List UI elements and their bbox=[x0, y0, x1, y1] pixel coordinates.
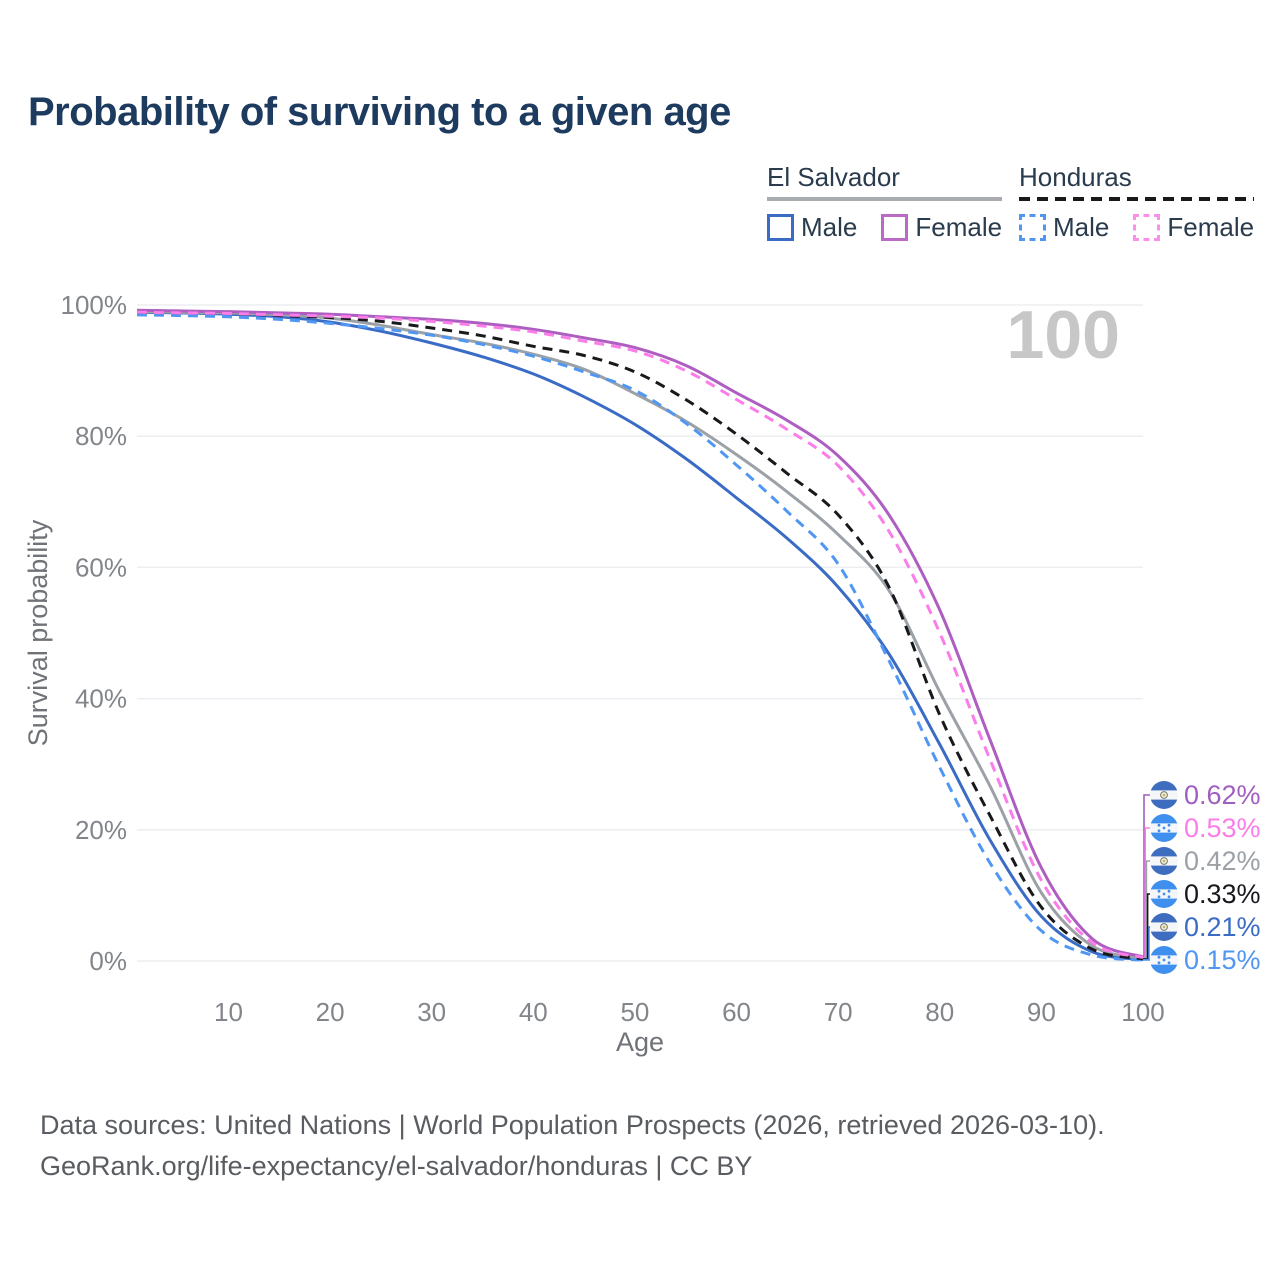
series-line-el-salvador-female[interactable] bbox=[136, 308, 1144, 959]
y-tick-label: 60% bbox=[75, 552, 127, 582]
end-value-label-honduras-female: 0.53% bbox=[1184, 813, 1261, 843]
end-value-label-el-salvador-female: 0.62% bbox=[1184, 780, 1261, 810]
legend-items-honduras: Male Female bbox=[1019, 212, 1254, 243]
x-tick-label: 50 bbox=[620, 997, 649, 1027]
series-line-el-salvador-male[interactable] bbox=[136, 310, 1144, 962]
x-tick-label: 10 bbox=[214, 997, 243, 1027]
flag-el-salvador-icon bbox=[1150, 847, 1178, 875]
legend-header-label: El Salvador bbox=[767, 162, 900, 192]
flag-honduras-icon bbox=[1150, 946, 1178, 974]
y-tick-label: 40% bbox=[75, 684, 127, 714]
hovered-age-watermark: 100 bbox=[1007, 297, 1120, 373]
legend-item-honduras-female[interactable]: Female bbox=[1133, 212, 1254, 243]
series-line-honduras-total[interactable] bbox=[136, 310, 1144, 961]
y-axis-title: Survival probability bbox=[23, 519, 53, 746]
x-tick-label: 40 bbox=[519, 997, 548, 1027]
footer-link-line[interactable]: GeoRank.org/life-expectancy/el-salvador/… bbox=[40, 1151, 753, 1181]
survival-probability-chart: 0% 20% 40% 60% 80% 100% 100 10 20 30 40 50 60 70 80 90 1… bbox=[23, 290, 1261, 1057]
legend-group-honduras: Honduras Male Female bbox=[1019, 162, 1255, 243]
x-tick-label: 30 bbox=[417, 997, 446, 1027]
legend-item-el-salvador-female[interactable]: Female bbox=[881, 212, 1002, 243]
swatch-honduras-male-icon bbox=[1019, 214, 1046, 241]
legend-line-sample-honduras bbox=[1019, 197, 1255, 201]
x-tick-label: 70 bbox=[824, 997, 853, 1027]
flag-honduras-icon bbox=[1150, 814, 1178, 842]
legend-item-honduras-male[interactable]: Male bbox=[1019, 212, 1109, 243]
legend-item-label: Female bbox=[1167, 212, 1255, 242]
legend-item-el-salvador-male[interactable]: Male bbox=[767, 212, 857, 243]
flag-el-salvador-icon bbox=[1150, 781, 1178, 809]
flag-el-salvador-icon bbox=[1150, 913, 1178, 941]
y-tick-label: 20% bbox=[75, 815, 127, 845]
end-value-label-el-salvador-male: 0.21% bbox=[1184, 912, 1261, 942]
legend-item-label: Male bbox=[801, 212, 858, 242]
y-tick-label: 100% bbox=[61, 290, 128, 320]
end-value-label-el-salvador-total: 0.42% bbox=[1184, 846, 1261, 876]
end-value-label-honduras-male: 0.15% bbox=[1184, 945, 1261, 975]
data-sources: Data sources: United Nations | World Pop… bbox=[40, 1105, 1105, 1187]
legend-item-label: Female bbox=[915, 212, 1003, 242]
end-value-label-honduras-total: 0.33% bbox=[1184, 879, 1261, 909]
series-line-honduras-female[interactable] bbox=[136, 310, 1144, 959]
x-axis-title: Age bbox=[616, 1027, 664, 1057]
legend-header-honduras[interactable]: Honduras bbox=[1019, 162, 1255, 201]
y-tick-label: 0% bbox=[89, 946, 127, 976]
x-tick-label: 80 bbox=[925, 997, 954, 1027]
series-line-el-salvador-total[interactable] bbox=[136, 310, 1144, 960]
swatch-el-salvador-female-icon bbox=[881, 214, 909, 241]
x-tick-label: 90 bbox=[1027, 997, 1056, 1027]
y-tick-label: 80% bbox=[75, 421, 127, 451]
legend-item-label: Male bbox=[1053, 212, 1110, 242]
swatch-honduras-female-icon bbox=[1133, 214, 1161, 241]
flag-honduras-icon bbox=[1150, 880, 1178, 908]
footer-sources-line: Data sources: United Nations | World Pop… bbox=[40, 1110, 1105, 1140]
legend-group-el-salvador: El Salvador Male Female bbox=[767, 162, 1003, 243]
series-line-honduras-male[interactable] bbox=[136, 313, 1144, 962]
legend-header-label: Honduras bbox=[1019, 162, 1132, 192]
legend-line-sample-el-salvador bbox=[767, 197, 1003, 201]
x-tick-label: 60 bbox=[722, 997, 751, 1027]
x-tick-label: 100 bbox=[1121, 997, 1164, 1027]
swatch-el-salvador-male-icon bbox=[767, 214, 794, 241]
x-tick-label: 20 bbox=[316, 997, 345, 1027]
legend-items-el-salvador: Male Female bbox=[767, 212, 1002, 243]
legend-header-el-salvador[interactable]: El Salvador bbox=[767, 162, 1003, 201]
page-title: Probability of surviving to a given age bbox=[28, 90, 731, 134]
